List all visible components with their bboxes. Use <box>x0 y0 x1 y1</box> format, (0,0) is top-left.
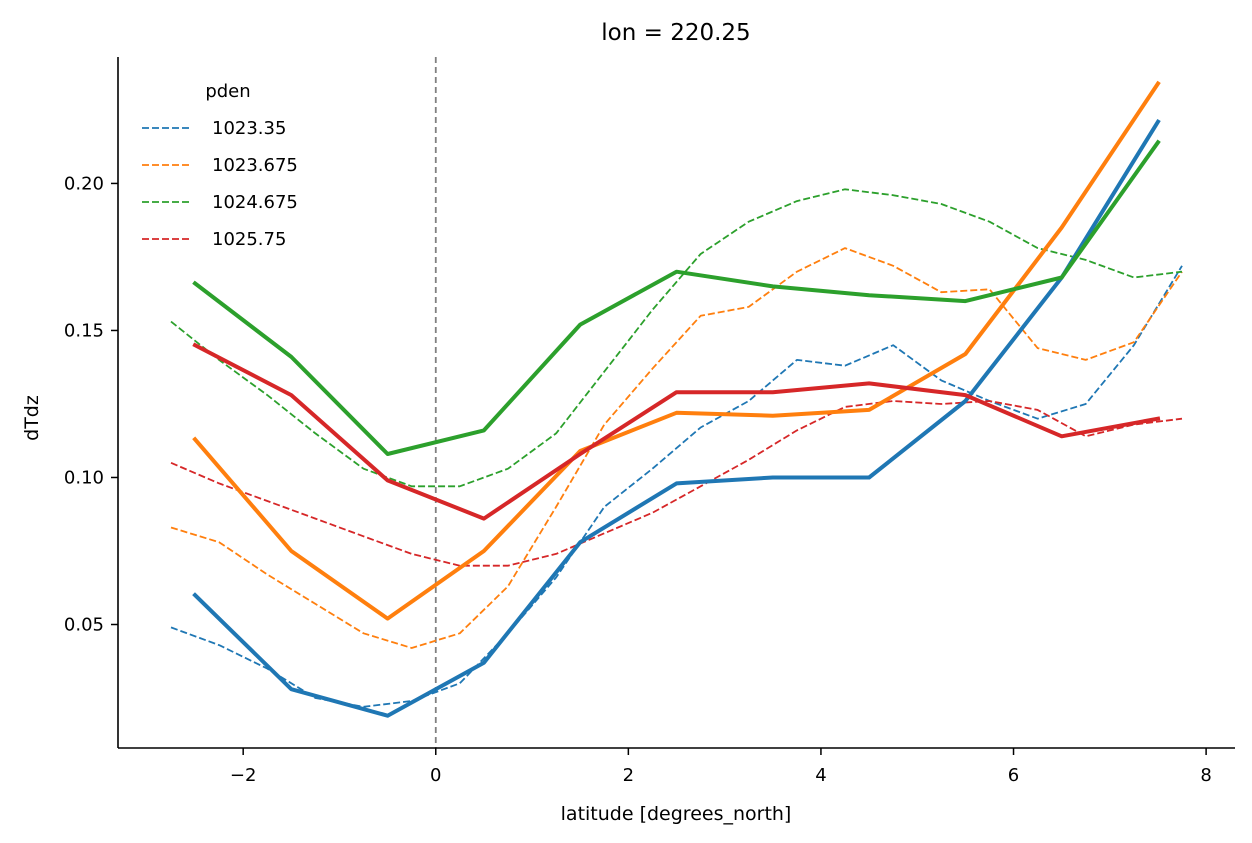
legend: pden 1023.35 1023.675 1024.675 1025.75 <box>142 81 298 250</box>
legend-entry-label: 1023.35 <box>212 118 286 139</box>
series-line-solid-unlabeled-1 <box>192 118 1161 718</box>
x-tick-label: 8 <box>1200 765 1211 786</box>
x-tick-label: 0 <box>430 765 441 786</box>
chart-title: lon = 220.25 <box>601 20 750 46</box>
series-line-solid-unlabeled-3 <box>192 139 1161 456</box>
legend-entry-label: 1025.75 <box>212 229 286 250</box>
y-tick-label: 0.10 <box>64 467 104 488</box>
axes: −2 0 2 4 6 8 0.05 0.10 0.15 0.20 <box>64 57 1235 786</box>
y-tick-label: 0.05 <box>64 615 104 636</box>
x-tick-label: 2 <box>623 765 634 786</box>
series-line-solid-unlabeled-2 <box>192 80 1161 621</box>
legend-title: pden <box>205 81 250 102</box>
legend-entry-label: 1024.675 <box>212 192 298 213</box>
plot-area <box>170 57 1183 748</box>
series-line-solid-unlabeled-4 <box>192 342 1161 521</box>
series-line-dashed-1025-75 <box>170 400 1183 567</box>
series-line-dashed-1024-675 <box>170 188 1183 488</box>
x-tick-label: 4 <box>815 765 826 786</box>
x-axis-label: latitude [degrees_north] <box>561 803 792 825</box>
x-tick-label: −2 <box>230 765 257 786</box>
y-axis-label: dTdz <box>21 395 43 441</box>
series-line-dashed-1023-35 <box>170 265 1183 708</box>
y-tick-label: 0.20 <box>64 173 104 194</box>
series-line-dashed-1023-675 <box>170 247 1183 649</box>
x-tick-label: 6 <box>1008 765 1019 786</box>
y-tick-label: 0.15 <box>64 320 104 341</box>
legend-entry-label: 1023.675 <box>212 155 298 176</box>
